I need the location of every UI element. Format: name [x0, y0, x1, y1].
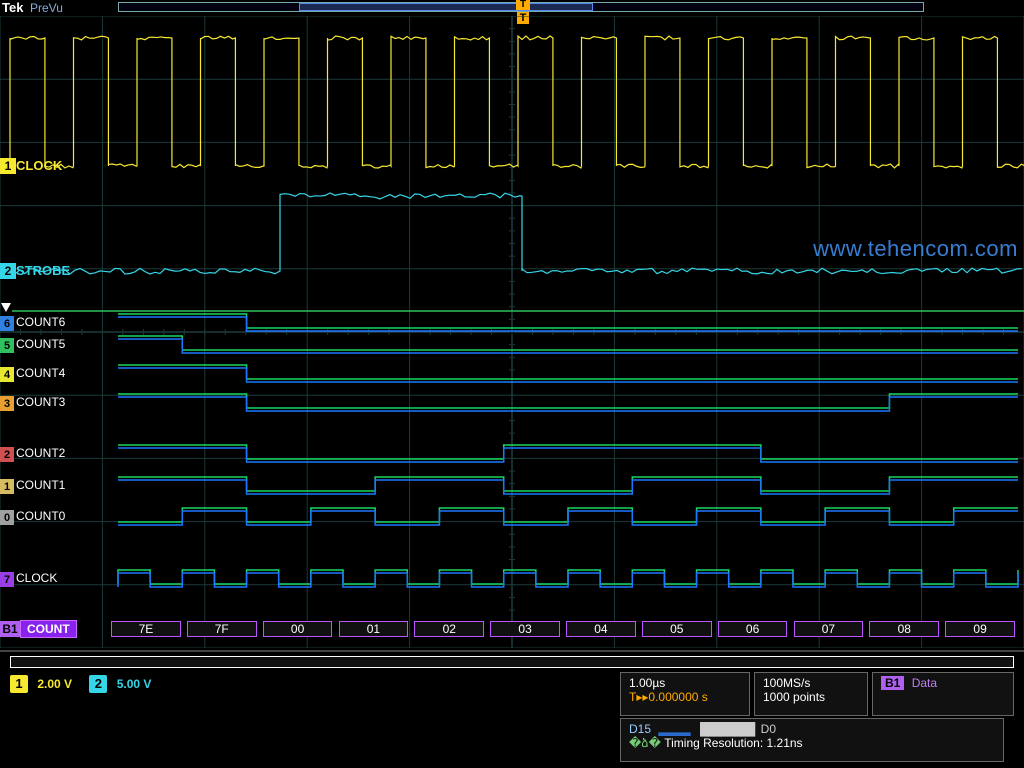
- waveform-area[interactable]: 1 CLOCK 2 STROBE 6COUNT65COUNT54COUNT43C…: [0, 16, 1024, 648]
- digital-high-label: D15: [629, 722, 651, 736]
- trigger-marker-outer: T: [516, 0, 530, 10]
- digital-low-label: D0: [761, 722, 776, 736]
- bus-value-cell: 05: [642, 621, 712, 637]
- record-scalebar[interactable]: [10, 656, 1014, 668]
- bus-readout-marker: B1: [881, 676, 904, 690]
- digital-low-bits: ████ ████: [700, 722, 753, 736]
- bus-value-cell: 03: [490, 621, 560, 637]
- record-length-value: 1000 points: [763, 690, 859, 704]
- timing-icon: �ձ�: [629, 736, 664, 750]
- brand-logo: Tek: [2, 0, 23, 15]
- ch2-scale-num: 2: [89, 675, 107, 693]
- bus-value-cell: 00: [263, 621, 333, 637]
- overview-window[interactable]: [299, 3, 593, 11]
- bus-marker[interactable]: B1: [0, 621, 20, 637]
- ch2-scale-chip[interactable]: 2 5.00 V: [89, 672, 151, 696]
- footer-readouts: 1 2.00 V 2 5.00 V 1.00µs T▸▸0.000000 s 1…: [0, 650, 1024, 768]
- bus-value-cell: 08: [869, 621, 939, 637]
- bus-value-cell: 7F: [187, 621, 257, 637]
- acquisition-box[interactable]: 100MS/s 1000 points: [754, 672, 868, 716]
- bus-row: COUNT 7E 7F 00 01 02 03 04 05 06 07 08 09: [20, 620, 1018, 638]
- watermark: www.tehencom.com: [813, 236, 1018, 262]
- oscilloscope-screen: Tek PreVu T T 1 CLOCK 2 STROBE 6COUNT65C…: [0, 0, 1024, 768]
- bus-readout-box[interactable]: B1 Data: [872, 672, 1014, 716]
- ch1-scale-chip[interactable]: 1 2.00 V: [10, 672, 72, 696]
- bus-label: COUNT: [20, 620, 77, 638]
- bus-readout-label: Data: [912, 676, 937, 690]
- bus-track: 7E 7F 00 01 02 03 04 05 06 07 08 09: [108, 620, 1018, 638]
- digital-waveforms: [0, 16, 1024, 648]
- ch1-scale-value: 2.00 V: [37, 677, 72, 691]
- bus-value-cell: 06: [718, 621, 788, 637]
- trigger-position: 0.000000 s: [648, 690, 707, 704]
- bus-value-cell: 04: [566, 621, 636, 637]
- bus-value-cell: 01: [339, 621, 409, 637]
- digital-status-box[interactable]: D15 ▂▂ ▂▂ ████ ████ D0 �ձ� Timing Resolu…: [620, 718, 1004, 762]
- ch1-scale-num: 1: [10, 675, 28, 693]
- timing-resolution-value: Timing Resolution: 1.21ns: [664, 736, 802, 750]
- ch2-scale-value: 5.00 V: [117, 677, 152, 691]
- top-bar: Tek PreVu T T: [0, 0, 1024, 16]
- timebase-value: 1.00µs: [629, 676, 741, 690]
- trigger-t-icon: T▸▸: [629, 690, 648, 704]
- digital-high-bits: ▂▂ ▂▂: [658, 722, 688, 736]
- timebase-box[interactable]: 1.00µs T▸▸0.000000 s: [620, 672, 750, 716]
- readout-row-2: D15 ▂▂ ▂▂ ████ ████ D0 �ձ� Timing Resolu…: [10, 718, 1014, 764]
- readout-row-1: 1 2.00 V 2 5.00 V 1.00µs T▸▸0.000000 s 1…: [10, 672, 1014, 702]
- bus-value-cell: 07: [794, 621, 864, 637]
- bus-value-cell: 02: [414, 621, 484, 637]
- bus-value-cell: 7E: [111, 621, 181, 637]
- bus-value-cell: 09: [945, 621, 1015, 637]
- sample-rate-value: 100MS/s: [763, 676, 859, 690]
- acquisition-mode: PreVu: [30, 1, 63, 15]
